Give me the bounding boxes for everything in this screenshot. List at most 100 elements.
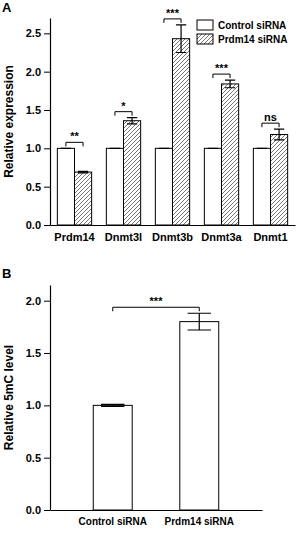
- y-axis: 0.0 0.5 1.0 1.5 2.0: [26, 286, 51, 517]
- panel-label: B: [2, 266, 11, 281]
- y-tick-mark: [44, 510, 50, 511]
- error-bar: [61, 148, 71, 149]
- y-tick-label: 1.0: [26, 399, 41, 411]
- y-tick: 2.0: [26, 295, 50, 307]
- error-bar: [208, 148, 218, 149]
- error-bar: [257, 148, 267, 149]
- bar: [75, 172, 92, 225]
- y-tick-label: 1.5: [26, 347, 41, 359]
- y-tick: 1.5: [26, 347, 50, 359]
- y-tick-mark: [44, 405, 50, 406]
- bar: [57, 148, 74, 225]
- x-tick: Prdm14 siRNA: [165, 510, 234, 527]
- legend-label: Control siRNA: [218, 20, 286, 31]
- y-tick-label: 0.0: [26, 504, 41, 516]
- y-tick: 1.0: [26, 399, 50, 411]
- panel: 0.0 0.5 1.0 1.5 2.0 Control siRNA Prdm14 siRNA…: [2, 266, 263, 527]
- y-tick: 0.5: [26, 181, 50, 193]
- bar: [93, 405, 132, 510]
- x-tick-label: Dnmt1: [253, 231, 287, 243]
- y-tick-label: 2.0: [26, 295, 41, 307]
- bar: [271, 135, 288, 225]
- bar: [180, 322, 219, 510]
- x-tick-label: Dnmt3b: [152, 231, 193, 243]
- error-bar: [225, 80, 235, 88]
- x-tick: Control siRNA: [79, 510, 147, 527]
- y-tick: 2.0: [26, 66, 50, 78]
- significance-bracket: [115, 112, 132, 116]
- significance-bracket: [113, 307, 200, 311]
- y-tick: 0.0: [26, 504, 50, 516]
- y-tick: 0.5: [26, 452, 50, 464]
- bar: [204, 148, 221, 225]
- legend-swatch: [197, 20, 213, 30]
- error-bar: [274, 129, 284, 140]
- x-tick: Prdm14: [54, 225, 95, 243]
- panel-label: A: [2, 0, 12, 15]
- y-tick-mark: [44, 353, 50, 354]
- x-tick-label: Prdm14 siRNA: [165, 516, 234, 527]
- significance-bracket: [66, 142, 83, 146]
- error-bar: [127, 118, 137, 124]
- y-tick: 2.5: [26, 27, 50, 39]
- figure: 0.0 0.5 1.0 1.5 2.0 2.5 Prdm14 Dnmt3l Dnmt3b Dnmt…: [0, 0, 300, 534]
- significance-label: **: [70, 130, 79, 142]
- error-bar: [110, 148, 120, 149]
- y-tick: 1.0: [26, 142, 50, 154]
- y-axis-line: [50, 19, 51, 226]
- significance-bracket: [213, 74, 230, 78]
- error-bar: [101, 404, 124, 406]
- y-tick-mark: [44, 33, 50, 34]
- y-tick-label: 2.0: [26, 66, 41, 78]
- y-tick-mark: [44, 148, 50, 149]
- x-axis-line: [51, 225, 296, 226]
- x-tick-label: Prdm14: [54, 231, 95, 243]
- x-tick: Dnmt1: [253, 225, 287, 243]
- significance-label: ns: [264, 111, 277, 123]
- y-tick-mark: [44, 110, 50, 111]
- bar: [222, 84, 239, 225]
- bar: [253, 148, 270, 225]
- plot-area: [57, 25, 287, 225]
- y-tick-label: 0.0: [26, 219, 41, 231]
- significance-label: ***: [215, 62, 229, 74]
- y-tick-mark: [44, 72, 50, 73]
- plot-area: [93, 313, 218, 510]
- error-bar: [78, 171, 88, 173]
- bar: [106, 148, 123, 225]
- bar: [155, 148, 172, 225]
- x-tick-label: Control siRNA: [79, 516, 147, 527]
- y-axis: 0.0 0.5 1.0 1.5 2.0 2.5: [26, 19, 51, 232]
- y-tick-mark: [44, 458, 50, 459]
- y-tick-label: 0.5: [26, 452, 41, 464]
- y-axis-line: [50, 286, 51, 511]
- y-tick-label: 2.5: [26, 27, 41, 39]
- x-axis: Prdm14 Dnmt3l Dnmt3b Dnmt3a Dnmt1: [51, 225, 296, 243]
- x-tick: Dnmt3b: [152, 225, 193, 243]
- y-tick-label: 1.5: [26, 104, 41, 116]
- y-tick: 1.5: [26, 104, 50, 116]
- bar: [173, 39, 190, 225]
- significance-label: ***: [166, 7, 180, 19]
- x-tick-label: Dnmt3l: [105, 231, 142, 243]
- y-tick-label: 1.0: [26, 142, 41, 154]
- panel: 0.0 0.5 1.0 1.5 2.0 2.5 Prdm14 Dnmt3l Dnmt3b Dnmt…: [2, 0, 296, 243]
- bar: [124, 121, 141, 225]
- significance-label: ***: [150, 295, 164, 307]
- error-bar: [159, 148, 169, 149]
- x-tick: Dnmt3a: [201, 225, 242, 243]
- y-tick-mark: [44, 301, 50, 302]
- error-bar: [188, 313, 211, 330]
- x-tick: Dnmt3l: [105, 225, 142, 243]
- y-axis-title: Relative expression: [2, 65, 16, 178]
- legend-label: Prdm14 siRNA: [218, 34, 287, 45]
- significance-bracket: [262, 123, 279, 127]
- x-tick-label: Dnmt3a: [201, 231, 242, 243]
- legend-swatch: [197, 34, 213, 44]
- y-axis-title: Relative 5mC level: [2, 345, 16, 450]
- y-tick-mark: [44, 225, 50, 226]
- x-axis-line: [51, 510, 263, 511]
- significance-label: *: [121, 100, 126, 112]
- y-tick-label: 0.5: [26, 181, 41, 193]
- y-tick-mark: [44, 187, 50, 188]
